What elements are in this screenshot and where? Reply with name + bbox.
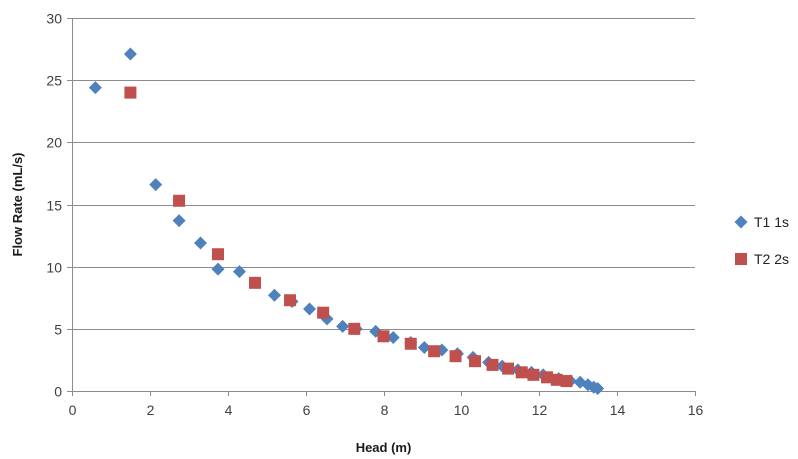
y-tick-label: 5 [54,322,62,338]
x-axis-title: Head (m) [356,440,412,455]
data-point [428,345,441,358]
legend-label: T2 2s [754,251,789,267]
x-tick-label: 2 [147,402,155,418]
legend-entry-1: T1 1s [734,214,789,230]
data-point [336,319,350,333]
data-point [377,330,390,343]
data-point [232,265,246,279]
data-point [469,355,482,368]
data-point [591,382,605,396]
data-point [348,322,361,335]
data-point [249,276,262,289]
data-point [541,371,554,384]
data-point [449,350,462,363]
data-point [486,358,499,371]
x-tick-label: 6 [303,402,311,418]
x-tick-label: 12 [532,402,548,418]
series-1 [88,47,605,396]
legend-marker [734,215,748,229]
y-tick-label: 20 [46,135,62,151]
data-point [212,248,225,261]
data-point [404,337,417,350]
data-point [124,86,137,99]
legend-label: T1 1s [754,214,789,230]
x-tick-label: 10 [454,402,470,418]
data-point [284,294,297,307]
data-point [560,375,573,388]
data-point [88,81,102,95]
legend: T1 1s T2 2s [734,214,789,267]
data-point [172,214,186,228]
data-point [173,194,186,207]
data-point [267,288,281,302]
y-tick-label: 0 [54,384,62,400]
y-axis-title: Flow Rate (mL/s) [10,152,25,256]
axes [67,18,696,396]
x-tick-label: 16 [688,402,704,418]
x-tick-label: 4 [225,402,233,418]
data-point [527,368,540,381]
data-point [550,373,563,386]
y-tick-label: 25 [46,73,62,89]
y-tick-label: 15 [46,198,62,214]
data-point [211,262,225,276]
x-tick-label: 14 [610,402,626,418]
data-point [303,302,317,316]
y-tick-label: 10 [46,260,62,276]
grid-lines [72,18,695,330]
data-point [149,178,163,192]
data-point [515,366,528,379]
data-point [317,306,330,319]
y-tick-label: 30 [46,11,62,27]
data-point [417,340,431,354]
tick-labels: 0 5 10 15 20 25 30 0 2 4 6 8 10 12 14 16 [46,11,703,419]
x-tick-label: 0 [69,402,77,418]
data-point [193,236,207,250]
x-tick-label: 8 [381,402,389,418]
legend-entry-2: T2 2s [735,251,789,267]
series-2 [124,86,573,388]
data-series [88,47,605,396]
data-point [123,47,137,61]
data-point [502,362,515,375]
legend-marker [735,253,747,265]
data-point [386,331,400,345]
